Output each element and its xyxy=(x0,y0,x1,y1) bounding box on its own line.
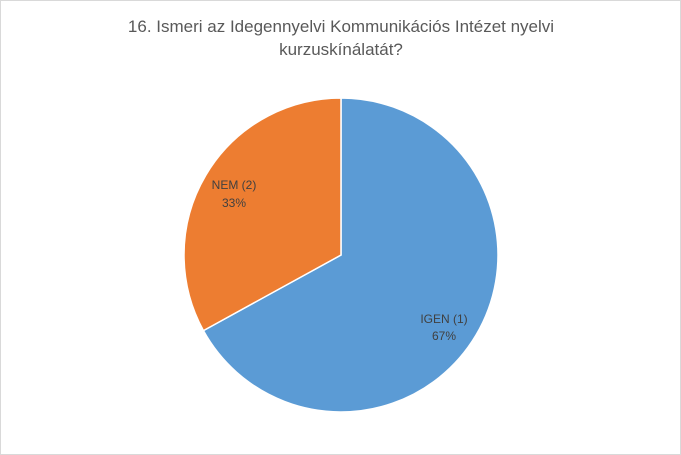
slice-percent-nem: 33% xyxy=(222,196,246,210)
chart-title-line-1: 16. Ismeri az Idegennyelvi Kommunikációs… xyxy=(127,17,555,36)
pie-slice-1 xyxy=(183,97,342,332)
pie-slice-0 xyxy=(202,97,499,413)
slice-percent-igen: 67% xyxy=(432,329,456,343)
slice-label-nem: NEM (2) xyxy=(212,178,257,192)
pie-labels: IGEN (1) 67% NEM (2) 33% xyxy=(212,178,468,343)
chart-title-line-2: kurzuskínálatát? xyxy=(279,40,403,59)
slice-label-igen: IGEN (1) xyxy=(420,312,467,326)
pie-slices xyxy=(183,97,499,413)
chart-title: 16. Ismeri az Idegennyelvi Kommunikációs… xyxy=(41,15,641,61)
